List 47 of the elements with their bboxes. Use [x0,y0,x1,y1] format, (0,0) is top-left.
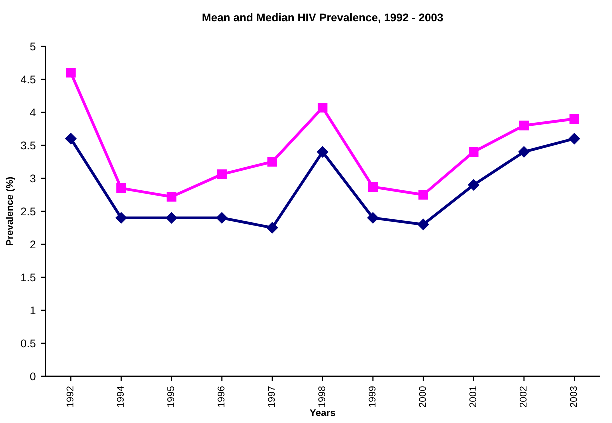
point [318,103,328,113]
chart-title: Mean and Median HIV Prevalence, 1992 - 2003 [202,13,444,24]
point [519,120,530,131]
y-tick-label: 2 [30,240,36,249]
x-tick-label: 1994 [117,386,124,408]
y-tick-label: 3.5 [21,142,36,150]
y-tick-label: 2.5 [21,208,36,216]
point [116,184,126,194]
x-tick-label: 1995 [168,386,174,408]
x-tick-label: 2002 [520,386,527,408]
point [217,170,227,180]
x-axis-title: Years [310,410,336,416]
y-tick-label: 3 [30,174,36,183]
y-tick-label: 4 [30,108,36,117]
point [268,157,278,167]
x-tick-label: 1996 [218,386,225,408]
point [368,212,379,224]
point [469,147,479,157]
point [418,219,430,230]
x-tick-label: 1998 [318,386,326,408]
x-tick-label: 2000 [419,386,426,408]
point [65,133,77,145]
x-tick-label: 1999 [368,386,376,408]
y-axis-title: Prevalence (%) [6,177,16,246]
x-tick-label: 1997 [268,386,276,408]
x-tick-label: 2003 [570,386,578,408]
point [66,68,76,78]
point [116,212,128,224]
point [570,114,580,124]
y-tick-label: 1 [30,306,36,315]
x-tick-label: 1992 [66,386,74,408]
point [317,146,328,158]
point [468,180,480,191]
y-tick-label: 0 [30,372,36,381]
point [368,182,378,192]
y-tick-label: 1.5 [22,274,36,282]
point [518,146,530,158]
point [216,212,228,224]
y-tick-label: 5 [30,42,36,51]
point [568,133,580,145]
point [166,192,177,202]
y-tick-label: 0.5 [21,340,36,348]
x-tick-label: 2001 [470,386,476,408]
y-tick-label: 4.5 [20,76,36,84]
point [166,212,178,224]
point [266,222,278,234]
point [418,190,428,200]
